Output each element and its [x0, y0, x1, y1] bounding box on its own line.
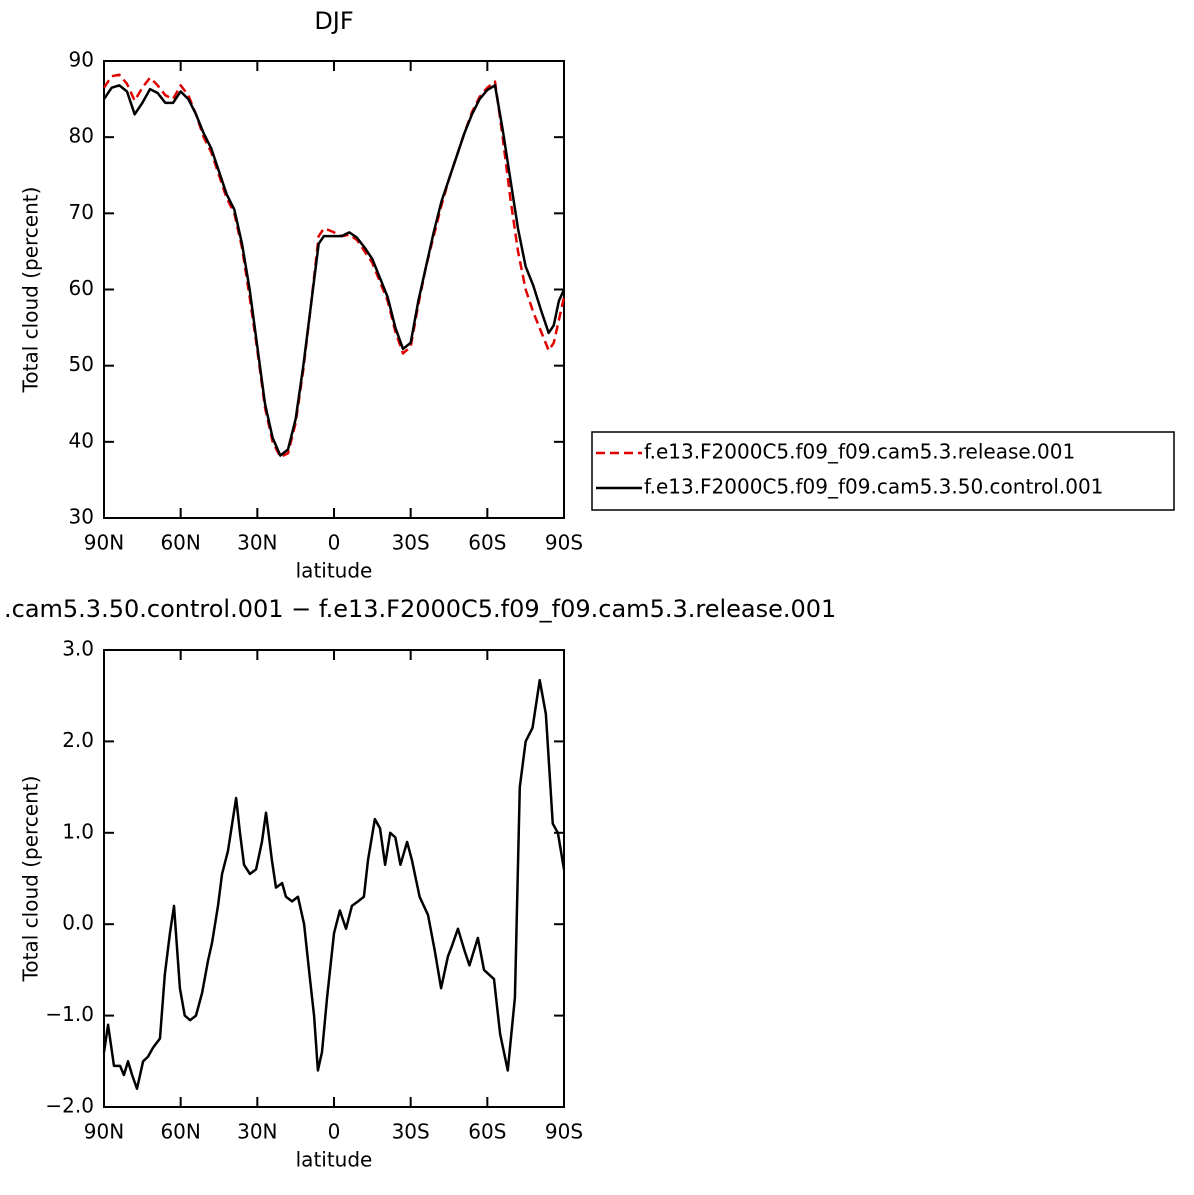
chart-title: .cam5.3.50.control.001 − f.e13.F2000C5.f…	[4, 595, 836, 623]
data-line	[102, 84, 566, 457]
y-tick-label: 2.0	[62, 728, 94, 752]
data-line	[102, 678, 566, 1090]
data-line	[102, 73, 566, 459]
x-tick-label: 30N	[237, 1120, 277, 1144]
x-tick-label: 0	[328, 1120, 341, 1144]
y-tick-label: 80	[69, 124, 94, 148]
y-tick-label: 60	[69, 276, 94, 300]
legend-box	[591, 431, 1175, 511]
x-tick-label: 90N	[84, 531, 124, 555]
y-tick-label: 30	[69, 505, 94, 529]
x-tick-label: 60S	[468, 531, 506, 555]
x-tick-label: 90S	[545, 531, 583, 555]
y-tick-label: 70	[69, 200, 94, 224]
y-tick-label: 90	[69, 48, 94, 72]
x-tick-label: 30S	[392, 531, 430, 555]
y-tick-label: −2.0	[45, 1094, 94, 1118]
x-tick-label: 90N	[84, 1120, 124, 1144]
y-tick-label: 3.0	[62, 637, 94, 661]
x-tick-label: 60N	[160, 531, 200, 555]
legend-label: f.e13.F2000C5.f09_f09.cam5.3.release.001	[644, 440, 1075, 464]
x-tick-label: 60N	[160, 1120, 200, 1144]
y-tick-label: 0.0	[62, 911, 94, 935]
plot-frame	[103, 60, 565, 519]
y-tick-label: 50	[69, 352, 94, 376]
x-tick-label: 30S	[392, 1120, 430, 1144]
y-tick-label: 1.0	[62, 819, 94, 843]
legend-label: f.e13.F2000C5.f09_f09.cam5.3.50.control.…	[644, 475, 1103, 499]
x-tick-label: 60S	[468, 1120, 506, 1144]
y-axis-label: Total cloud (percent)	[19, 776, 43, 983]
x-tick-label: 30N	[237, 531, 277, 555]
x-axis-label: latitude	[296, 559, 373, 583]
x-tick-label: 0	[328, 531, 341, 555]
x-tick-label: 90S	[545, 1120, 583, 1144]
y-tick-label: −1.0	[45, 1002, 94, 1026]
x-axis-label: latitude	[296, 1148, 373, 1172]
plot-frame	[103, 649, 565, 1108]
chart-title: DJF	[314, 7, 353, 35]
y-tick-label: 40	[69, 428, 94, 452]
y-axis-label: Total cloud (percent)	[19, 187, 43, 394]
